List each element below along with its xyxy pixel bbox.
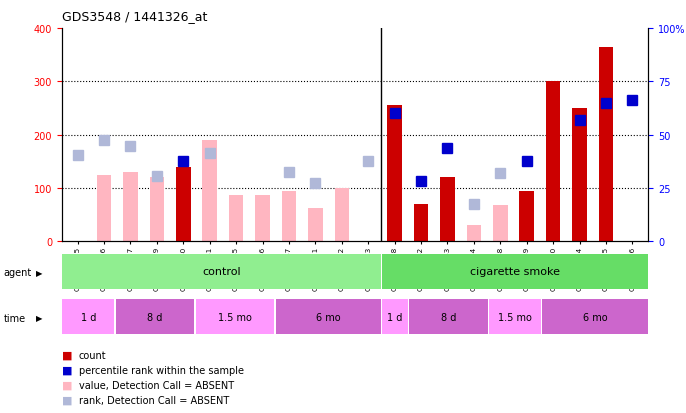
Bar <box>255 196 270 242</box>
Bar <box>440 178 455 242</box>
Text: value, Detection Call = ABSENT: value, Detection Call = ABSENT <box>79 380 234 390</box>
Text: 1.5 mo: 1.5 mo <box>498 312 532 322</box>
Bar <box>388 106 402 242</box>
Text: rank, Detection Call = ABSENT: rank, Detection Call = ABSENT <box>79 395 229 405</box>
FancyBboxPatch shape <box>542 299 648 335</box>
FancyBboxPatch shape <box>62 299 115 335</box>
Text: count: count <box>79 350 106 360</box>
Text: 6 mo: 6 mo <box>582 312 607 322</box>
FancyBboxPatch shape <box>382 299 407 335</box>
Bar <box>229 196 244 242</box>
Bar <box>335 188 349 242</box>
Bar <box>414 204 428 242</box>
Text: GDS3548 / 1441326_at: GDS3548 / 1441326_at <box>62 10 207 23</box>
Bar <box>519 191 534 242</box>
Bar <box>546 82 560 242</box>
Text: 6 mo: 6 mo <box>316 312 341 322</box>
Text: control: control <box>202 266 241 277</box>
Text: 1 d: 1 d <box>388 312 403 322</box>
Text: percentile rank within the sample: percentile rank within the sample <box>79 365 244 375</box>
Bar <box>150 178 164 242</box>
FancyBboxPatch shape <box>116 299 194 335</box>
Bar <box>493 205 508 242</box>
Text: ■: ■ <box>62 395 72 405</box>
Bar <box>308 208 322 242</box>
Bar <box>282 191 296 242</box>
FancyBboxPatch shape <box>62 254 381 289</box>
Text: 8 d: 8 d <box>147 312 163 322</box>
Text: ▶: ▶ <box>36 313 42 323</box>
Text: agent: agent <box>3 268 32 278</box>
Text: 1 d: 1 d <box>81 312 96 322</box>
Bar <box>599 47 613 242</box>
FancyBboxPatch shape <box>276 299 381 335</box>
FancyBboxPatch shape <box>489 299 541 335</box>
Bar <box>176 167 191 242</box>
Text: ■: ■ <box>62 350 72 360</box>
Text: 1.5 mo: 1.5 mo <box>218 312 252 322</box>
Text: 8 d: 8 d <box>440 312 456 322</box>
Text: ■: ■ <box>62 380 72 390</box>
Bar <box>123 173 138 242</box>
Bar <box>202 140 217 242</box>
FancyBboxPatch shape <box>409 299 488 335</box>
Text: ▶: ▶ <box>36 268 42 277</box>
FancyBboxPatch shape <box>382 254 648 289</box>
Text: cigarette smoke: cigarette smoke <box>470 266 560 277</box>
Text: time: time <box>3 313 25 323</box>
Text: ■: ■ <box>62 365 72 375</box>
FancyBboxPatch shape <box>196 299 274 335</box>
Bar <box>572 109 587 242</box>
Bar <box>466 225 481 242</box>
Bar <box>97 175 111 242</box>
